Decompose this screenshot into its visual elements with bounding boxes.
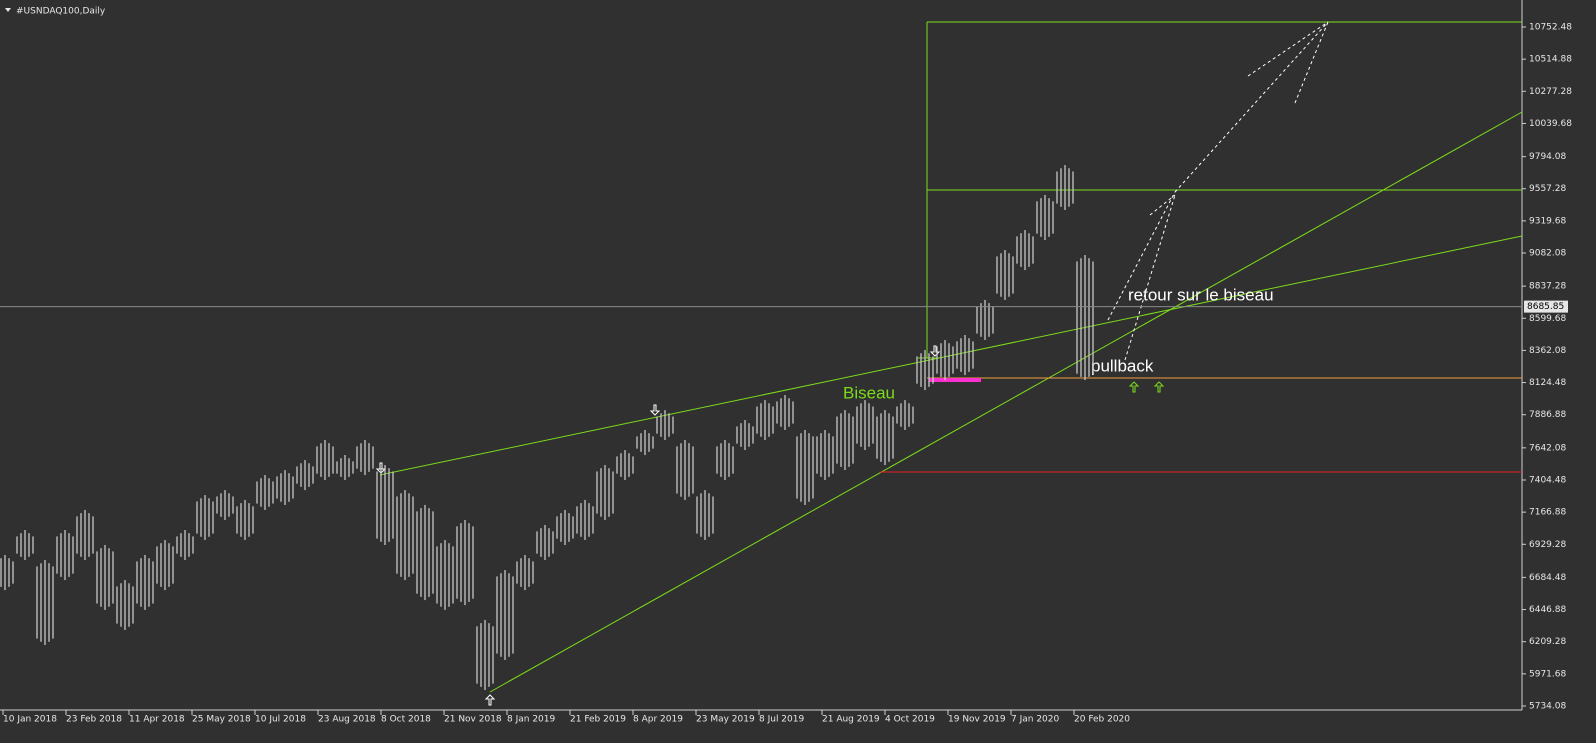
x-tick-label: 23 Feb 2018	[66, 715, 122, 725]
y-tick-label: 9082.08	[1529, 249, 1566, 259]
x-tick-label: 20 Feb 2020	[1074, 715, 1130, 725]
projection	[1107, 21, 1329, 361]
wedge-upper	[379, 235, 1523, 476]
x-tick-label: 25 May 2018	[192, 715, 251, 725]
y-tick-label: 8362.08	[1529, 346, 1566, 356]
y-tick-label: 6684.48	[1529, 573, 1566, 583]
y-tick-label: 7886.88	[1529, 410, 1566, 420]
projection-line	[1294, 21, 1329, 104]
x-tick-label: 23 Aug 2018	[318, 715, 376, 725]
y-tick-label: 8124.48	[1529, 378, 1566, 388]
x-tick-label: 8 Apr 2019	[633, 715, 683, 725]
x-tick-label: 4 Oct 2019	[885, 715, 935, 725]
y-tick-label: 5971.68	[1529, 669, 1566, 679]
chart-title: #USNDAQ100,Daily	[16, 7, 106, 17]
projection-line	[1149, 194, 1176, 216]
up-arrows	[1128, 381, 1165, 393]
y-tick-label: 6209.28	[1529, 637, 1566, 647]
x-tick-label: 7 Jan 2020	[1011, 715, 1059, 725]
y-tick-label: 7642.08	[1529, 443, 1566, 453]
y-tick-label: 10514.88	[1529, 55, 1572, 65]
y-tick-label: 10277.28	[1529, 87, 1572, 97]
y-tick-label: 8599.68	[1529, 314, 1566, 324]
wedge-lower	[489, 111, 1523, 693]
up-arrow	[1153, 381, 1165, 393]
y-tick-label: 10752.48	[1529, 23, 1572, 33]
current-price-label: 8685.85	[1527, 302, 1564, 312]
x-tick-label: 8 Oct 2018	[381, 715, 431, 725]
projection-line	[1107, 191, 1176, 321]
y-tick-label: 9794.08	[1529, 152, 1566, 162]
x-tick-label: 21 Nov 2018	[444, 715, 502, 725]
projection-line	[1124, 194, 1176, 361]
y-tick-label: 9319.68	[1529, 216, 1566, 226]
x-tick-label: 8 Jul 2019	[759, 715, 804, 725]
drawings: Biseau retour sur le biseau pullback	[375, 21, 1523, 706]
projection-line	[1174, 21, 1329, 193]
title-arrow	[5, 8, 11, 12]
y-tick-label: 6446.88	[1529, 605, 1566, 615]
down-arrow	[649, 404, 661, 416]
x-tick-label: 21 Feb 2019	[570, 715, 626, 725]
x-tick-label: 11 Apr 2018	[129, 715, 185, 725]
y-tick-label: 7404.48	[1529, 475, 1566, 485]
up-arrow	[484, 694, 496, 706]
y-tick-label: 6929.28	[1529, 540, 1566, 550]
annotation: retour sur le biseau	[1128, 285, 1274, 304]
x-tick-label: 21 Aug 2019	[822, 715, 880, 725]
y-tick-label: 8837.28	[1529, 282, 1566, 292]
y-tick-label: 7166.88	[1529, 508, 1566, 518]
y-tick-label: 10039.68	[1529, 119, 1572, 129]
annotation: pullback	[1091, 356, 1154, 375]
x-tick-label: 23 May 2019	[696, 715, 755, 725]
y-tick-label: 9557.28	[1529, 184, 1566, 194]
y-tick-label: 5734.08	[1529, 702, 1566, 712]
x-tick-label: 10 Jul 2018	[255, 715, 306, 725]
projection-line	[1247, 21, 1329, 77]
down-arrow	[375, 462, 387, 474]
current-price-box	[1524, 300, 1568, 313]
x-tick-label: 8 Jan 2019	[507, 715, 555, 725]
x-tick-label: 19 Nov 2019	[948, 715, 1006, 725]
up-arrow	[1128, 381, 1140, 393]
x-tick-label: 10 Jan 2018	[3, 715, 57, 725]
annotation: Biseau	[843, 383, 895, 402]
